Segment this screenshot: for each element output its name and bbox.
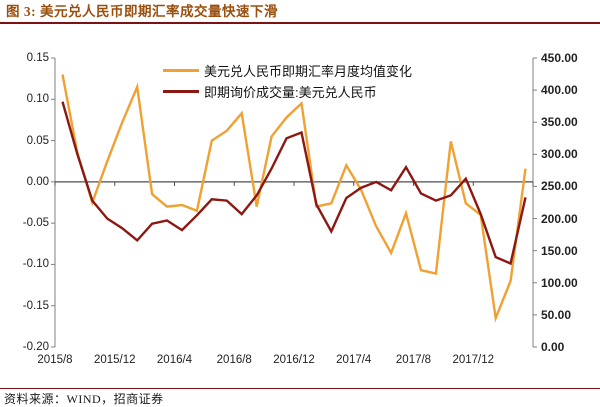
y-axis-label-left: -0.05 [22,217,49,230]
y-axis-label-right: 350.00 [541,115,578,130]
x-axis-label: 2015/12 [93,354,136,366]
series-line-1 [61,101,527,266]
y-axis-label-left: -0.15 [22,299,49,312]
y-axis-label-right: 200.00 [541,211,578,226]
x-axis-label: 2016/8 [216,354,252,366]
legend-label: 即期询价成交量:美元兑人民币 [204,85,377,100]
chart-canvas [51,57,537,348]
x-axis-label: 2016/12 [273,354,315,366]
y-axis-label-right: 150.00 [541,243,578,258]
y-axis-label-left: 0.05 [26,134,49,147]
y-axis-label-left: 0.15 [26,52,49,64]
x-axis-label: 2016/4 [156,354,193,366]
source-text: 资料来源：WIND，招商证券 [4,392,164,406]
y-axis-label-right: 250.00 [541,179,578,194]
x-axis-label: 2015/8 [37,354,73,366]
y-axis-label-left: 0.00 [26,175,49,188]
header-rule [0,22,600,24]
legend: 美元兑人民币即期汇率月度均值变化 即期询价成交量:美元兑人民币 [163,60,412,102]
y-axis-label-right: 300.00 [541,147,578,162]
y-axis-label-right: 450.00 [541,51,578,65]
y-axis-label-left: -0.10 [22,258,49,271]
chart-area: 0.15 0.10 0.05 0.00 -0.05 -0.10 -0.15 -0.20 450.… [0,24,600,386]
x-axis-label: 2017/12 [452,354,495,366]
legend-swatch-maroon-line [163,90,199,93]
x-axis-label: 2017/4 [336,354,372,366]
y-axis-label-left: 0.10 [26,93,49,106]
figure-title: 图 3: 美元兑人民币即期汇率成交量快速下滑 [6,4,278,19]
footer-rule [0,388,600,389]
y-axis-label-left: -0.20 [22,341,49,353]
legend-swatch-orange-line [163,69,199,72]
x-axis-label: 2017/8 [395,354,432,366]
legend-item-spot-volume: 即期询价成交量:美元兑人民币 [163,81,412,102]
y-axis-label-right: 50.00 [541,307,572,322]
series-line-0 [61,74,527,323]
legend-label: 美元兑人民币即期汇率月度均值变化 [204,64,413,79]
y-axis-label-right: 100.00 [541,275,578,290]
legend-item-exchange-rate-change: 美元兑人民币即期汇率月度均值变化 [163,60,412,81]
y-axis-label-right: 400.00 [541,83,578,98]
y-axis-label-right: 0.00 [541,340,565,354]
